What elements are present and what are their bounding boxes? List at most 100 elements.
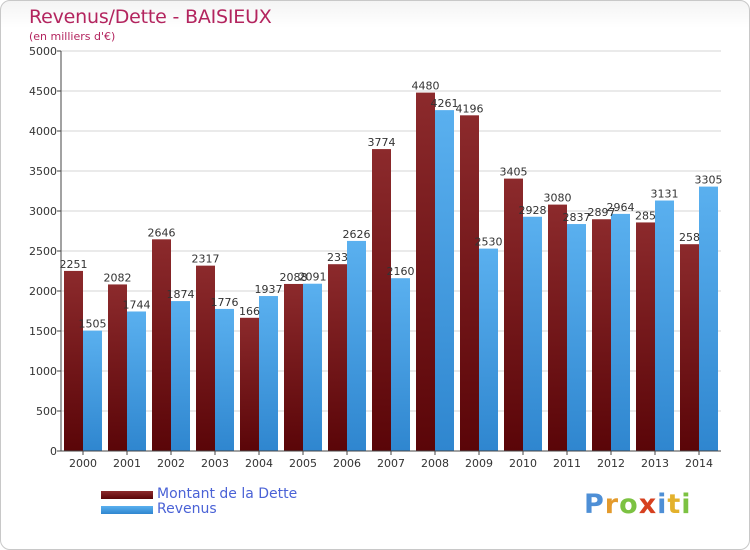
logo-letter: i: [681, 489, 692, 520]
data-label-revenus: 4261: [431, 97, 459, 110]
data-label-revenus: 2091: [299, 271, 327, 284]
legend-swatch-revenus: [101, 505, 153, 514]
bar-dette: [416, 92, 435, 451]
logo-letter: i: [657, 489, 668, 520]
data-label-revenus: 2530: [475, 236, 503, 249]
x-tick-label: 2008: [421, 457, 449, 470]
y-tick-label: 1000: [29, 365, 57, 378]
legend-label-dette: Montant de la Dette: [157, 486, 298, 502]
data-label-revenus: 2160: [387, 265, 415, 278]
bar-revenus: [215, 308, 234, 451]
x-tick-label: 2011: [553, 457, 581, 470]
y-tick-label: 500: [36, 405, 57, 418]
bar-dette: [548, 204, 567, 451]
chart-title: Revenus/Dette - BAISIEUX: [29, 6, 272, 28]
y-tick-label: 3500: [29, 165, 57, 178]
bar-revenus: [303, 283, 322, 451]
bar-dette: [372, 149, 391, 451]
logo-letter: t: [667, 489, 682, 520]
bar-revenus: [523, 216, 542, 451]
data-label-revenus: 3305: [695, 174, 723, 187]
data-label-dette: 2897: [588, 206, 616, 219]
data-label-dette: 3080: [544, 192, 572, 205]
data-label-revenus: 2928: [519, 204, 547, 217]
y-tick-label: 3000: [29, 205, 57, 218]
y-tick-label: 0: [50, 445, 57, 458]
data-label-revenus: 1874: [167, 288, 195, 301]
data-label-dette: 2317: [192, 253, 220, 266]
bar-revenus: [127, 311, 146, 451]
x-tick-label: 2013: [641, 457, 669, 470]
legend-item-dette: Montant de la Dette: [101, 487, 297, 502]
data-label-revenus: 1937: [255, 283, 283, 296]
x-tick-label: 2001: [113, 457, 141, 470]
data-label-dette: 285: [635, 209, 656, 222]
bar-dette: [284, 283, 303, 451]
data-label-revenus: 1744: [123, 298, 151, 311]
bar-dette: [196, 265, 215, 451]
logo-letter: r: [604, 489, 620, 520]
proxiti-logo: Proxiti: [584, 489, 692, 520]
bar-dette: [328, 264, 347, 451]
x-tick-label: 2014: [685, 457, 713, 470]
y-tick-label: 5000: [29, 45, 57, 58]
bar-revenus: [83, 330, 102, 451]
legend-label-revenus: Revenus: [157, 501, 217, 517]
y-tick-label: 1500: [29, 325, 57, 338]
logo-letter: x: [638, 489, 658, 520]
bar-revenus: [259, 296, 278, 451]
data-label-dette: 166: [239, 305, 260, 318]
legend-item-revenus: Revenus: [101, 502, 297, 517]
bar-revenus: [435, 110, 454, 452]
x-tick-label: 2012: [597, 457, 625, 470]
data-label-dette: 4196: [456, 102, 484, 115]
chart-legend: Montant de la Dette Revenus: [101, 487, 297, 517]
data-label-revenus: 2837: [563, 211, 591, 224]
y-tick-label: 2500: [29, 245, 57, 258]
data-label-revenus: 2964: [607, 201, 635, 214]
data-label-dette: 3774: [368, 136, 396, 149]
bar-revenus: [479, 248, 498, 451]
x-tick-label: 2009: [465, 457, 493, 470]
x-tick-label: 2002: [157, 457, 185, 470]
data-label-dette: 2082: [104, 271, 132, 284]
data-label-dette: 4480: [412, 80, 440, 93]
data-label-dette: 3405: [500, 166, 528, 179]
bar-dette: [504, 178, 523, 451]
y-tick-label: 2000: [29, 285, 57, 298]
bar-revenus: [611, 213, 630, 451]
x-tick-label: 2004: [245, 457, 273, 470]
bar-dette: [680, 244, 699, 451]
x-tick-label: 2010: [509, 457, 537, 470]
bar-revenus: [171, 301, 190, 451]
x-tick-label: 2007: [377, 457, 405, 470]
x-tick-label: 2003: [201, 457, 229, 470]
bar-revenus: [699, 186, 718, 451]
data-label-revenus: 1505: [79, 318, 107, 331]
data-label-dette: 258: [679, 231, 700, 244]
bar-revenus: [567, 224, 586, 451]
bar-dette: [592, 219, 611, 451]
bar-dette: [64, 270, 83, 451]
x-tick-label: 2000: [69, 457, 97, 470]
data-label-revenus: 1776: [211, 296, 239, 309]
bar-dette: [460, 115, 479, 451]
logo-letter: P: [584, 489, 605, 520]
y-tick-label: 4500: [29, 85, 57, 98]
bar-dette: [152, 239, 171, 451]
data-label-dette: 233: [327, 251, 348, 264]
x-tick-label: 2005: [289, 457, 317, 470]
y-tick-label: 4000: [29, 125, 57, 138]
bar-revenus: [347, 240, 366, 451]
logo-letter: o: [619, 489, 639, 520]
bar-dette: [636, 222, 655, 451]
x-tick-label: 2006: [333, 457, 361, 470]
data-label-dette: 2251: [60, 258, 88, 271]
data-label-revenus: 2626: [343, 228, 371, 241]
bar-dette: [240, 317, 259, 451]
bar-dette: [108, 284, 127, 451]
legend-swatch-dette: [101, 490, 153, 499]
bar-revenus: [391, 278, 410, 451]
